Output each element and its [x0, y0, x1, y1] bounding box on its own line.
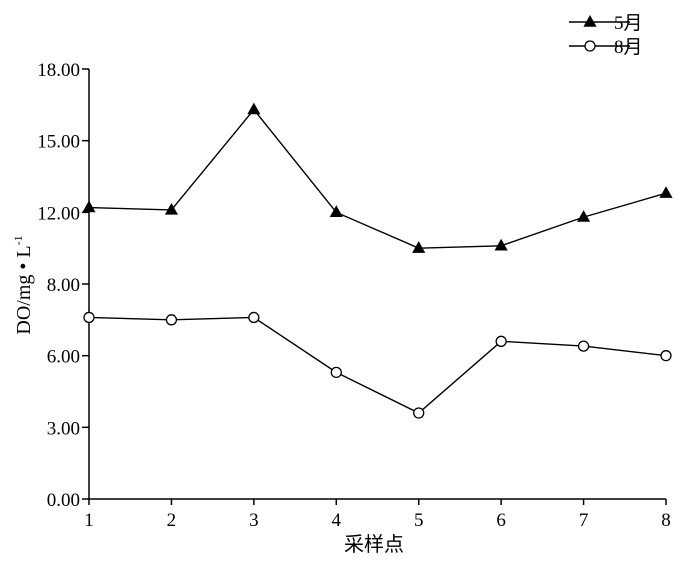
y-tick-label: 15.00 [37, 132, 80, 153]
x-axis-label: 采样点 [344, 533, 404, 556]
x-tick-label: 8 [661, 510, 671, 531]
data-point-circle [660, 350, 672, 362]
y-ticks: 0.00 3.00 6.00 8.00 12.00 15.00 18.00 [37, 60, 89, 511]
data-point-circle [165, 314, 178, 326]
y-axis-label: DO/mg • L-1 [11, 235, 35, 334]
y-tick-label: 12.00 [37, 203, 80, 224]
data-point-triangle [412, 241, 426, 253]
y-tick-label: 18.00 [37, 60, 80, 81]
data-point-triangle [329, 205, 343, 218]
y-tick-label: 6.00 [47, 347, 80, 368]
data-point-triangle [659, 186, 673, 198]
legend-marker-triangle [583, 14, 597, 27]
x-tick-label: 4 [332, 510, 342, 531]
data-point-triangle [494, 238, 508, 251]
data-point-circle [83, 311, 95, 324]
axes [88, 69, 666, 500]
legend-label: 8月 [614, 37, 643, 58]
y-axis-label-superscript: -1 [11, 235, 25, 245]
svg-text:DO/mg • L-1: DO/mg • L-1 [11, 235, 35, 334]
data-point-circle [577, 340, 590, 352]
x-tick-label: 2 [167, 510, 177, 531]
x-tick-label: 7 [579, 510, 589, 531]
data-point-triangle [247, 102, 261, 115]
series-2 [83, 311, 672, 419]
series-line [88, 108, 667, 249]
legend-label: 5月 [614, 13, 643, 34]
data-point-triangle [577, 210, 591, 222]
x-tick-label: 6 [496, 510, 506, 531]
data-point-circle [495, 335, 507, 347]
series-1 [82, 102, 673, 253]
y-axis-label-main: DO/mg • L [13, 245, 35, 334]
data-point-triangle [82, 200, 96, 213]
data-point-circle [330, 366, 342, 379]
y-tick-label: 8.00 [47, 275, 80, 296]
legend-marker-circle [584, 40, 596, 52]
x-tick-label: 1 [84, 510, 94, 531]
x-tick-label: 3 [249, 510, 259, 531]
data-point-circle [413, 407, 425, 419]
x-tick-label: 5 [414, 510, 424, 531]
y-tick-label: 3.00 [47, 418, 80, 439]
data-point-triangle [164, 202, 178, 215]
series-layer [82, 102, 673, 419]
data-point-circle [248, 311, 260, 324]
y-tick-label: 0.00 [47, 490, 80, 511]
series-line [88, 316, 667, 414]
x-ticks: 1 2 3 4 5 6 7 8 [84, 499, 671, 531]
